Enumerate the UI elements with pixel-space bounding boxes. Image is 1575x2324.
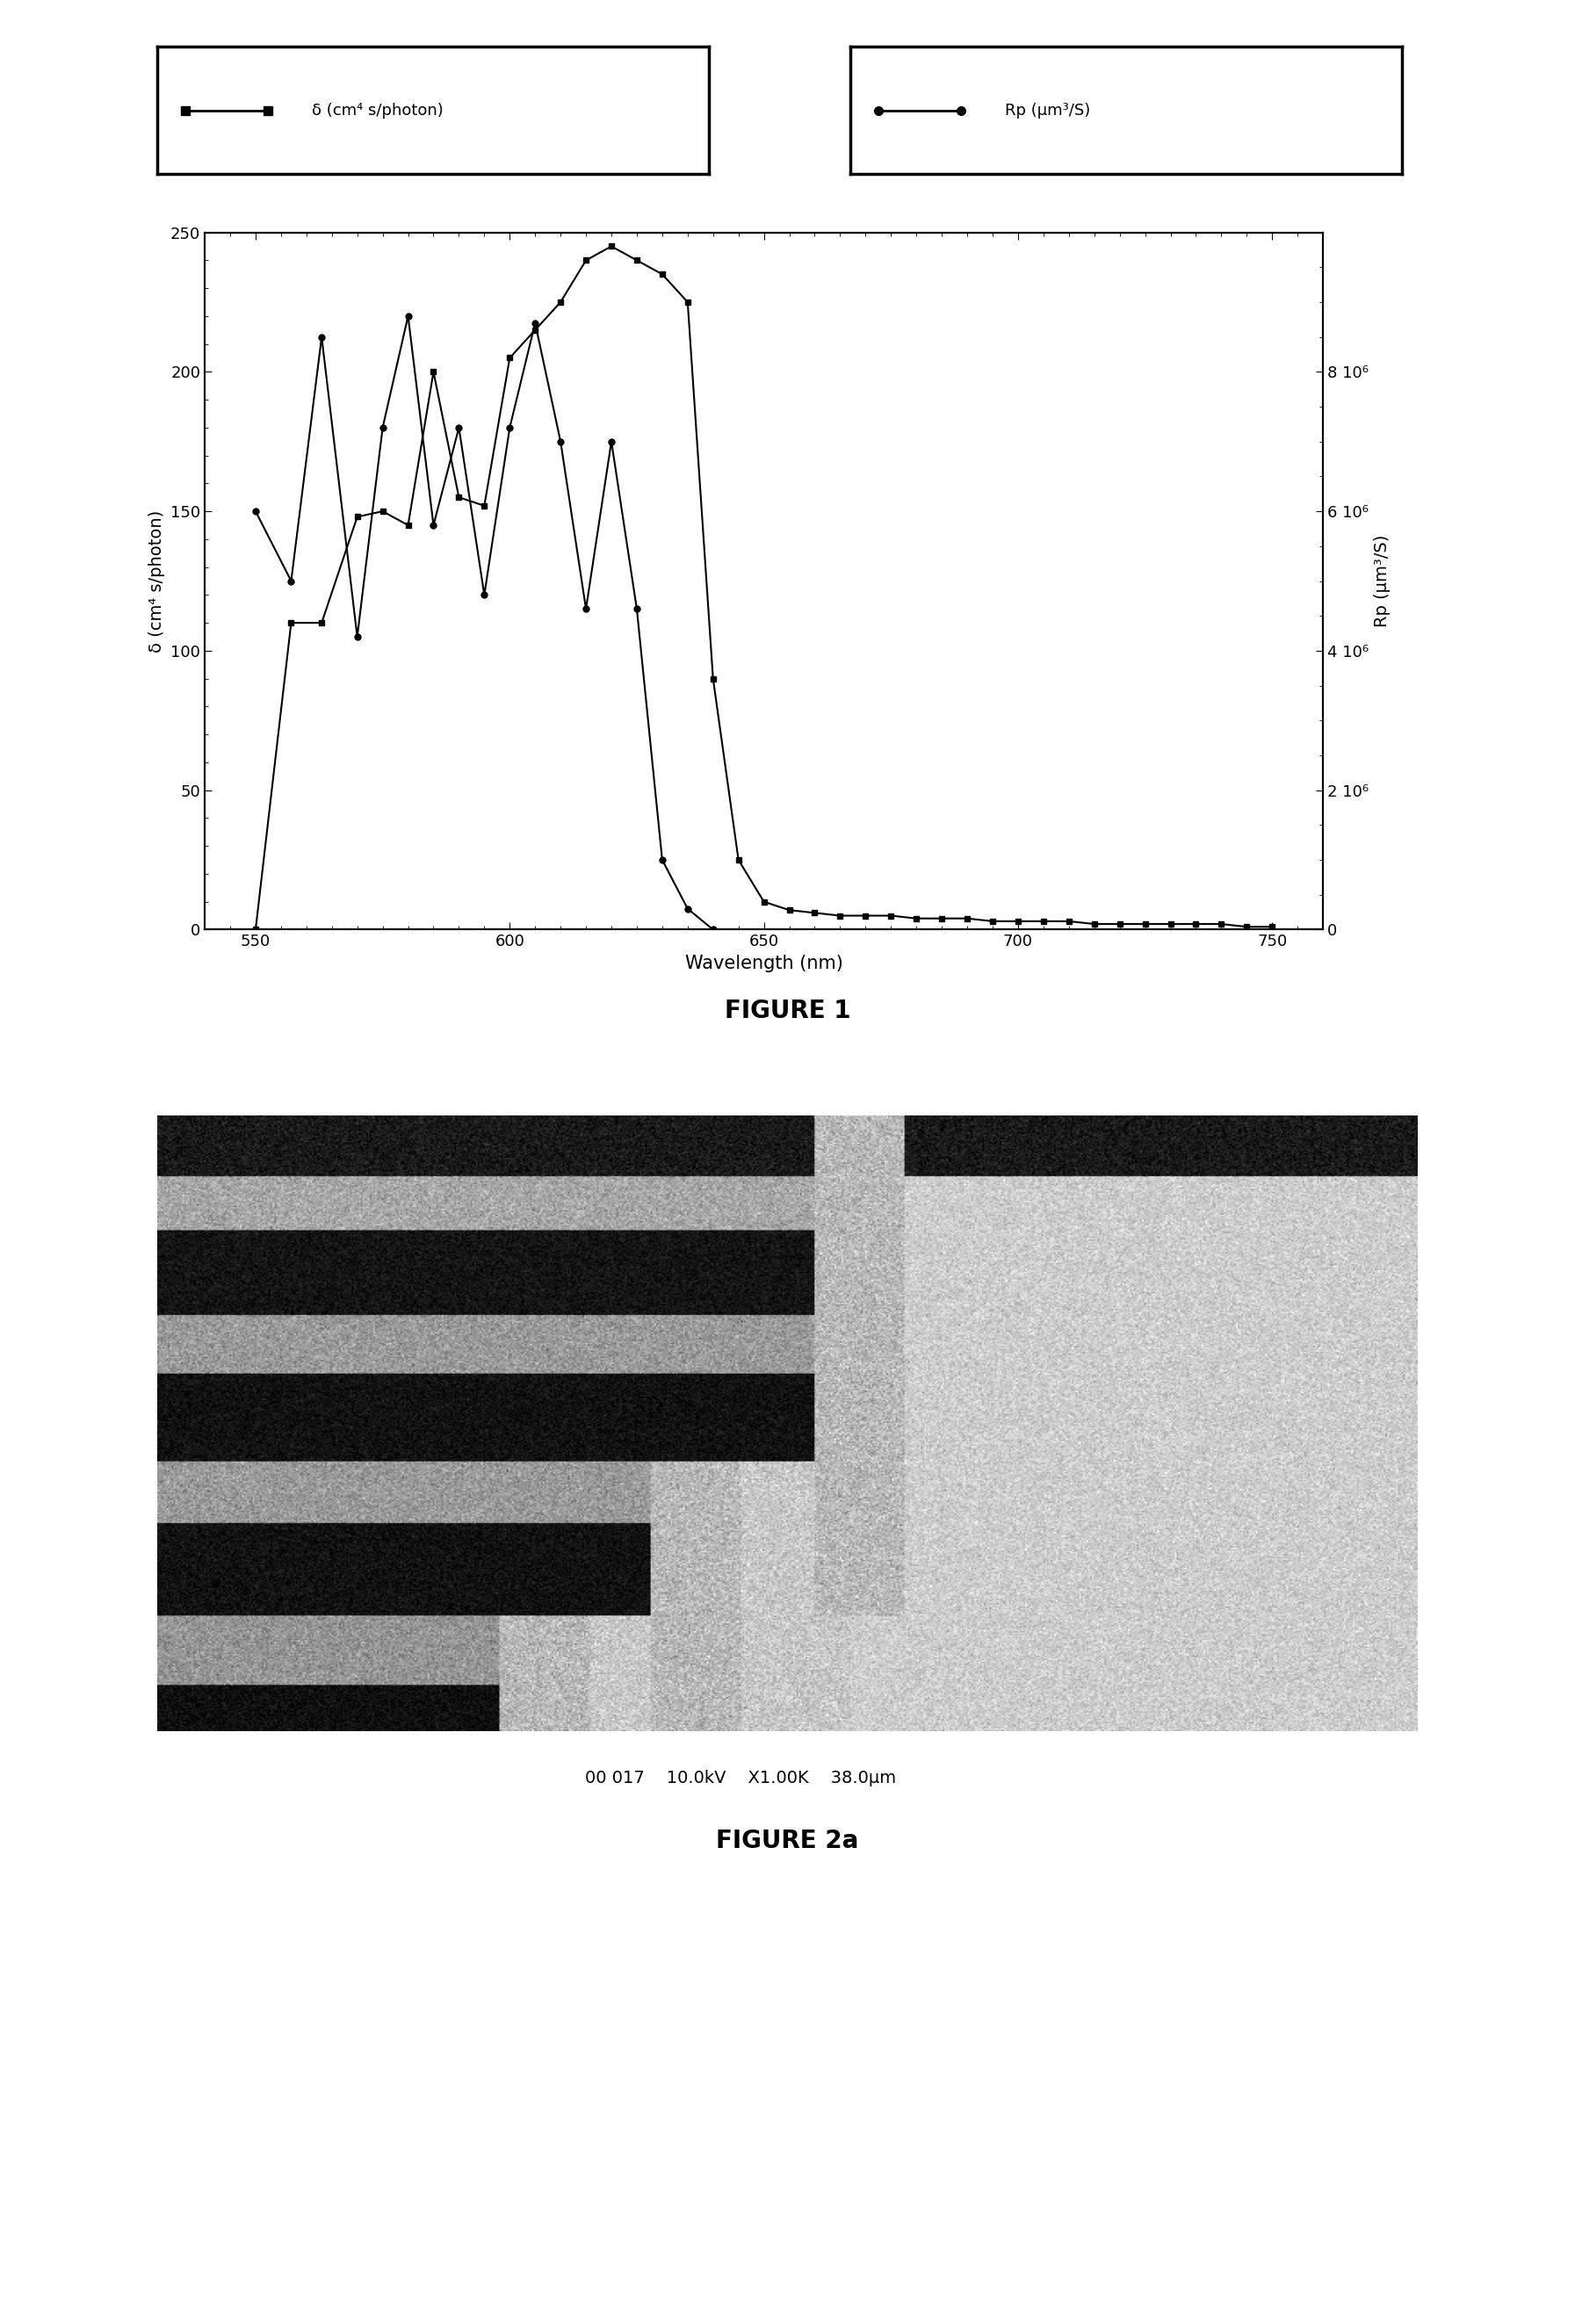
Text: 00 017    10.0kV    X1.00K    38.0μm: 00 017 10.0kV X1.00K 38.0μm	[584, 1769, 896, 1787]
Text: Rp (μm³/S): Rp (μm³/S)	[1005, 102, 1090, 119]
Y-axis label: δ (cm⁴ s/photon): δ (cm⁴ s/photon)	[148, 509, 165, 653]
X-axis label: Wavelength (nm): Wavelength (nm)	[685, 955, 843, 971]
Text: δ (cm⁴ s/photon): δ (cm⁴ s/photon)	[312, 102, 444, 119]
Text: FIGURE 2a: FIGURE 2a	[717, 1829, 858, 1852]
Text: FIGURE 1: FIGURE 1	[725, 999, 851, 1023]
Y-axis label: Rp (μm³/S): Rp (μm³/S)	[1373, 535, 1391, 627]
